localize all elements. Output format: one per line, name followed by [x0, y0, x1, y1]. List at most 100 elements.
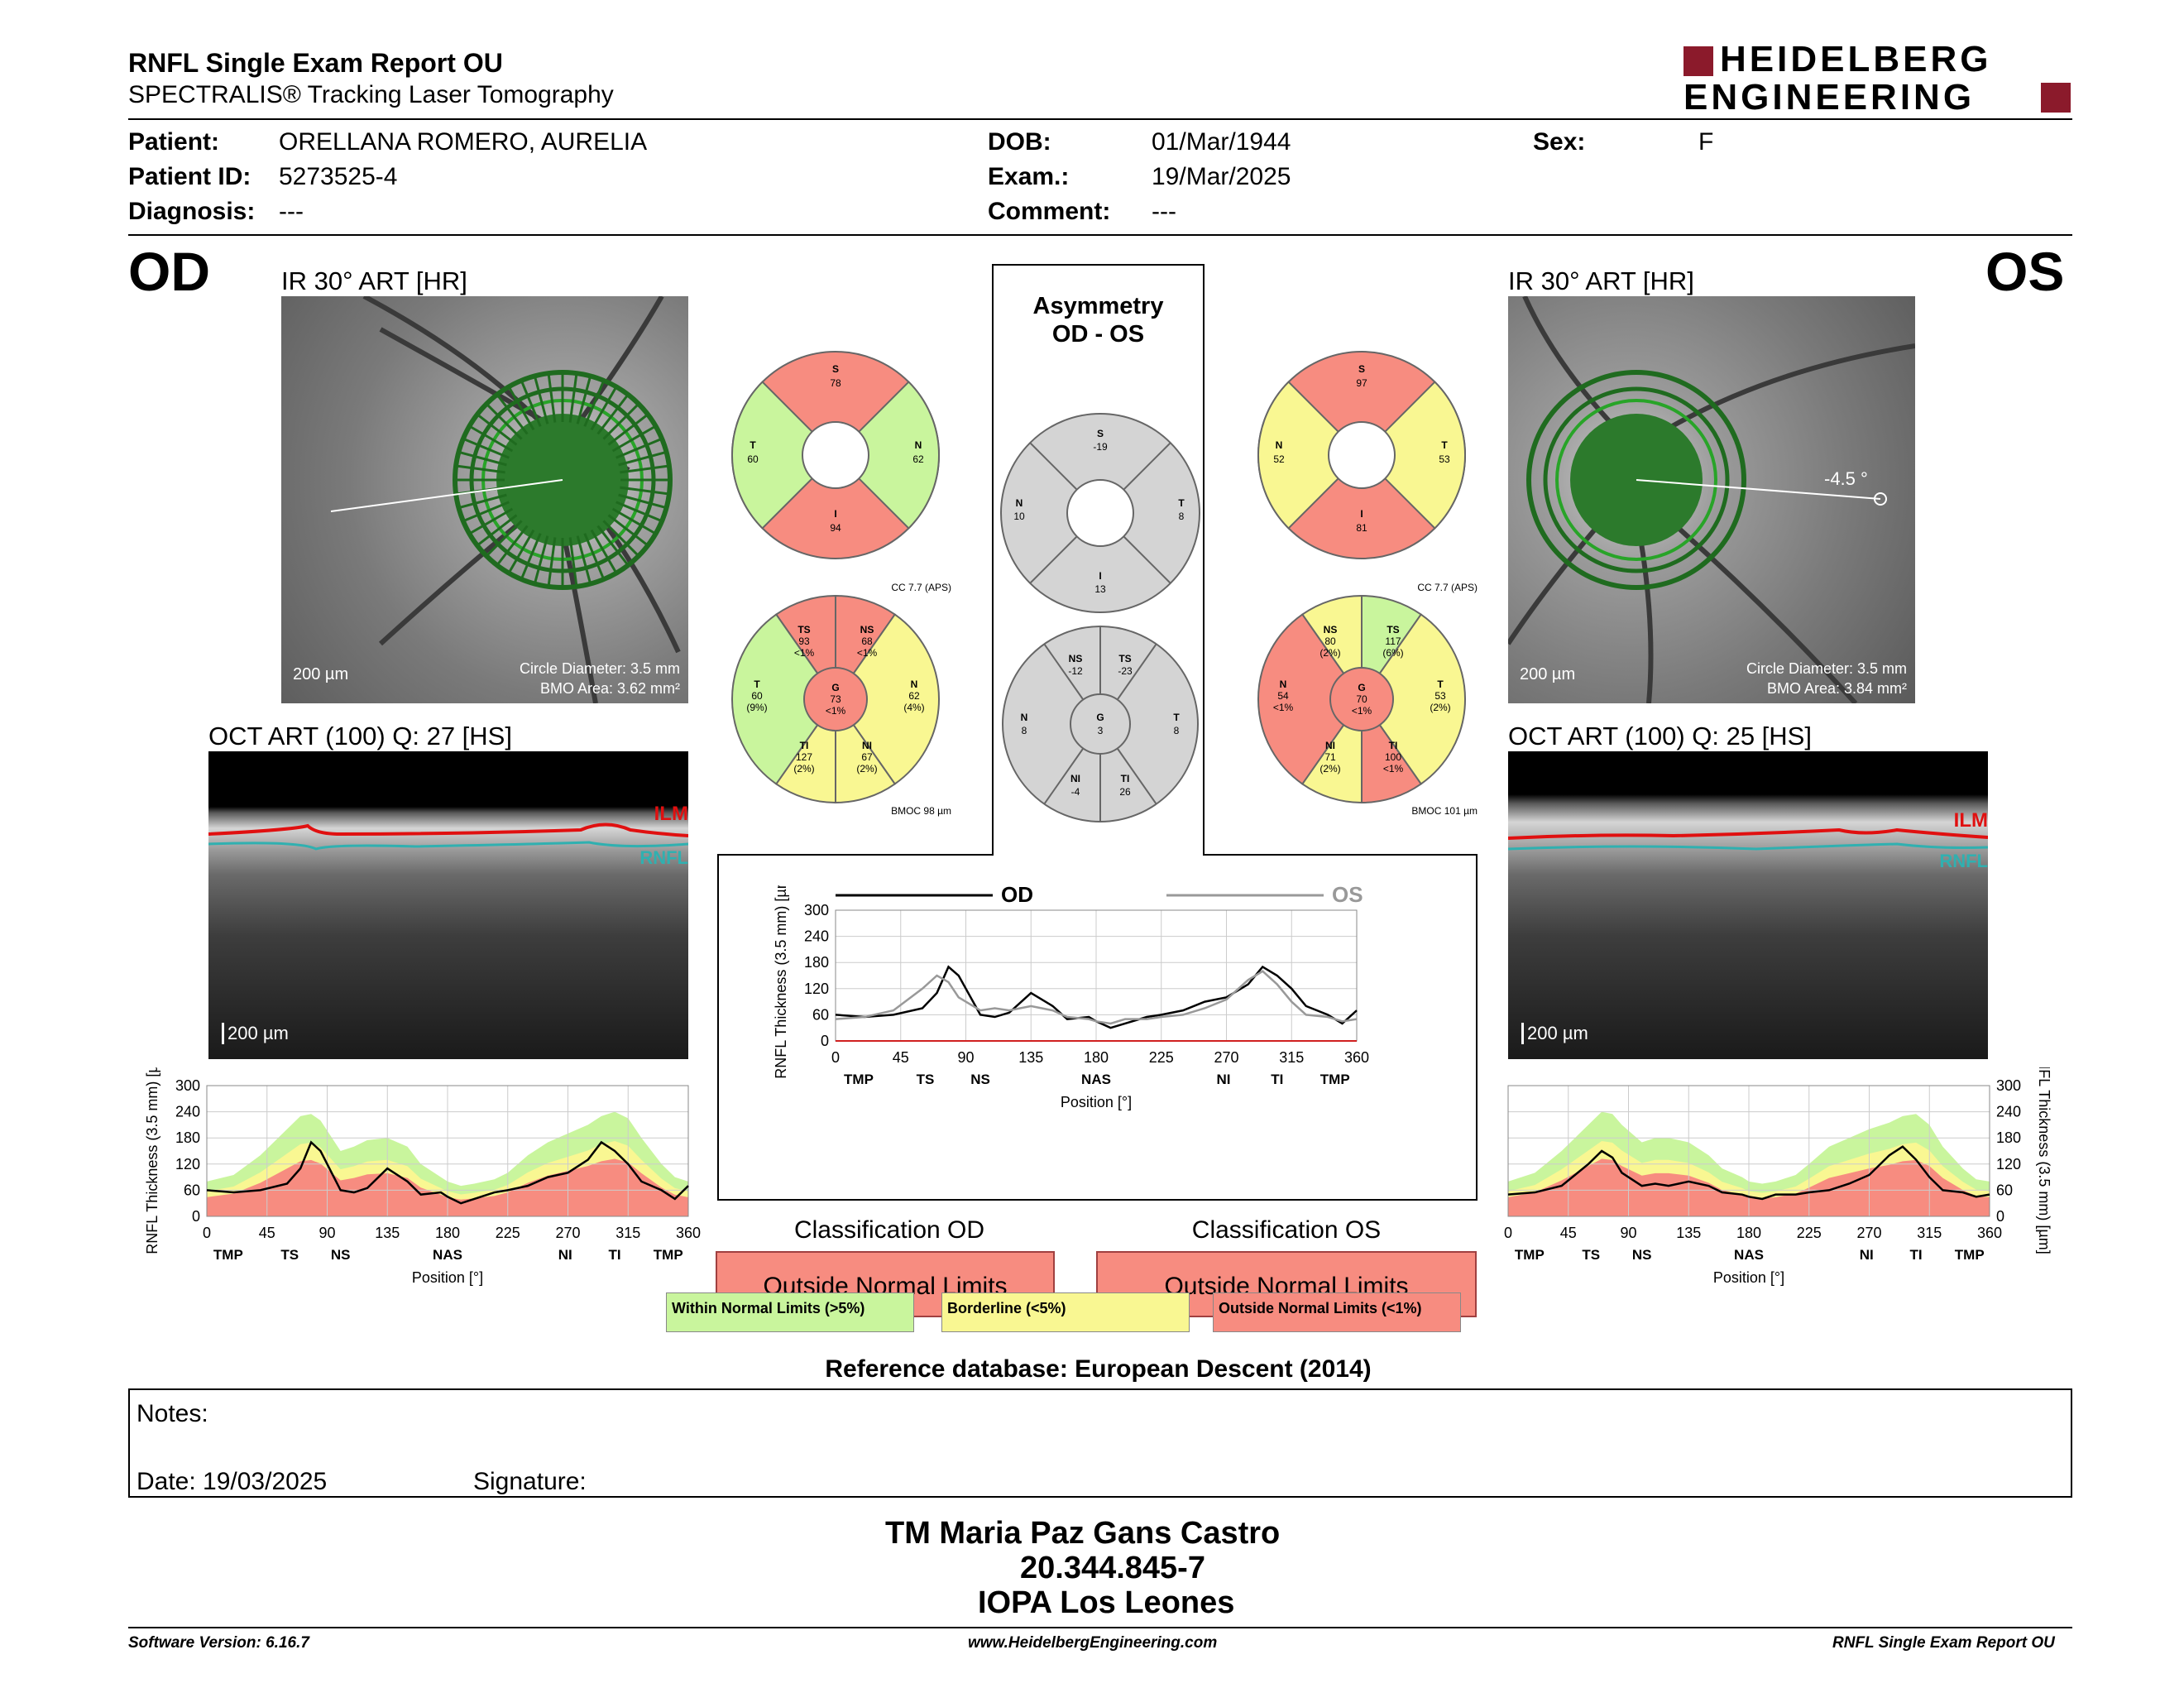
asymmetry-frame	[717, 264, 1478, 1201]
os-t-label: T	[1441, 439, 1448, 451]
x-tick-label: 0	[1504, 1225, 1512, 1241]
y-tick-label: 0	[192, 1208, 200, 1225]
asym-n-label: N	[1016, 497, 1023, 509]
od-rnfl-thickness-chart: 0 60 120 180 240 300 0 45 90 135 180 225 270 315 360 TM…	[144, 1067, 701, 1286]
od-s-label: S	[832, 363, 839, 375]
info-divider	[128, 234, 2072, 236]
series-line-od	[206, 1140, 689, 1205]
y-tick-label: 0	[821, 1033, 829, 1049]
asymmetry-title: Asymmetry	[1032, 293, 1164, 319]
sector-label: TS	[917, 1072, 935, 1087]
os-s-value: 97	[1356, 377, 1367, 389]
series-line-os	[1507, 1145, 1990, 1201]
sector-label: TI	[1271, 1072, 1283, 1087]
x-tick-label: 360	[1344, 1049, 1369, 1066]
y-tick-label: 0	[1996, 1208, 2004, 1225]
sector-label: NI	[558, 1247, 572, 1263]
os-rnfl-thickness-chart: 0 60 120 180 240 300 0 45 90 135 180 225 270 315 360 TM…	[1504, 1067, 2052, 1286]
asym-ti-value: 26	[1119, 786, 1131, 798]
notes-date: Date: 19/03/2025	[136, 1468, 328, 1495]
od-n6-label: N	[911, 679, 918, 690]
x-tick-label: 315	[615, 1225, 640, 1241]
os-ni-pct: (2%)	[1320, 763, 1340, 774]
asym-ni-value: -4	[1071, 786, 1080, 798]
plot-frame	[1507, 1085, 1990, 1217]
od-ns-label: NS	[860, 624, 874, 635]
y-tick-label: 300	[804, 902, 829, 918]
asym-ti-label: TI	[1121, 773, 1130, 784]
os-eye-label: OS	[1985, 241, 2065, 302]
y-tick-label: 60	[812, 1006, 829, 1023]
website-link[interactable]: www.HeidelbergEngineering.com	[968, 1634, 1218, 1652]
od-n-label: N	[915, 439, 922, 451]
exam-date: 19/Mar/2025	[1152, 163, 1291, 190]
x-tick-label: 225	[1797, 1225, 1822, 1241]
od-bmo-delta: BMOC 98 µm	[891, 805, 951, 817]
x-axis-label: Position [°]	[412, 1269, 483, 1286]
x-tick-label: 135	[1676, 1225, 1701, 1241]
os-ti-value: 100	[1385, 751, 1401, 763]
od-i-value: 94	[830, 522, 841, 534]
footer-report-name: RNFL Single Exam Report OU	[1832, 1634, 2055, 1652]
asym-t6-value: 8	[1174, 725, 1180, 736]
od-g-pct: <1%	[826, 705, 846, 717]
od-ilm-label: ILM	[654, 803, 688, 825]
od-ts-label: TS	[797, 624, 810, 635]
x-axis-label: Position [°]	[1713, 1269, 1784, 1286]
x-tick-label: 135	[1018, 1049, 1043, 1066]
asym-n6-label: N	[1021, 712, 1028, 723]
os-g-label: G	[1358, 682, 1365, 693]
os-sector-wheel-6: CC 7.7 (APS) NS 80 (2%) TS 117 (6%) N 54…	[1257, 582, 1478, 817]
diagnosis: ---	[279, 198, 304, 225]
comment: ---	[1152, 198, 1176, 225]
y-axis-label: RNFL Thickness (3.5 mm) [µm]	[144, 1067, 160, 1254]
os-ts-label: TS	[1387, 624, 1399, 635]
x-tick-label: 225	[496, 1225, 520, 1241]
asym-ni-label: NI	[1070, 773, 1080, 784]
patient-id: 5273525-4	[279, 163, 398, 190]
diagnosis-label: Diagnosis:	[128, 198, 256, 225]
os-oct-scale: 200 µm	[1521, 1023, 1588, 1044]
y-tick-label: 300	[1996, 1077, 2021, 1094]
sector-label: TMP	[1955, 1247, 1985, 1263]
os-oct-layers	[1508, 827, 1988, 851]
asym-s-value: -19	[1093, 441, 1108, 453]
os-ns-pct: (2%)	[1320, 647, 1340, 659]
signature-name: TM Maria Paz Gans Castro	[885, 1516, 1281, 1551]
notes-box[interactable]: Notes: Date: 19/03/2025 Signature:	[128, 1388, 2072, 1498]
asym-ts-label: TS	[1118, 653, 1131, 664]
classification-od-title: Classification OD	[793, 1216, 985, 1244]
x-tick-label: 225	[1149, 1049, 1174, 1066]
sector-label: NS	[331, 1247, 351, 1263]
asymmetry-wheel-4: S -19 N 10 T 8 I 13	[1000, 413, 1200, 613]
sector-label: NS	[970, 1072, 990, 1087]
asym-n-value: 10	[1013, 511, 1025, 522]
y-axis-label: RNFL Thickness (3.5 mm) [µm]	[773, 885, 789, 1079]
od-rnfl-label: RNFL	[639, 847, 688, 868]
comment-label: Comment:	[988, 198, 1111, 225]
od-t-label: T	[750, 439, 756, 451]
os-n-label: N	[1276, 439, 1283, 451]
od-ti-pct: (2%)	[793, 763, 814, 774]
os-oct-bscan: ILM RNFL 200 µm	[1508, 751, 1988, 1059]
y-axis-label: RNFL Thickness (3.5 mm) [µm]	[2036, 1067, 2052, 1254]
x-tick-label: 270	[1856, 1225, 1881, 1241]
x-tick-label: 45	[259, 1225, 275, 1241]
os-ti-label: TI	[1389, 740, 1398, 751]
asym-g-label: G	[1096, 712, 1104, 723]
asym-i-value: 13	[1094, 583, 1106, 595]
sector-label: NAS	[433, 1247, 462, 1263]
sector-label: NI	[1860, 1247, 1874, 1263]
os-cc-label: CC 7.7 (APS)	[1417, 582, 1478, 593]
os-t6-pct: (2%)	[1430, 702, 1450, 713]
od-oct-scale: 200 µm	[222, 1023, 289, 1044]
sector-label: NAS	[1081, 1072, 1111, 1087]
header-divider	[128, 118, 2072, 120]
os-angle: -4.5 °	[1824, 468, 1868, 489]
dob-label: DOB:	[988, 128, 1051, 156]
asym-t-label: T	[1178, 497, 1185, 509]
od-s-value: 78	[830, 377, 841, 389]
asymmetry-subtitle: OD - OS	[1051, 321, 1145, 348]
series-line-os	[835, 970, 1358, 1025]
sector-label: TS	[280, 1247, 299, 1263]
